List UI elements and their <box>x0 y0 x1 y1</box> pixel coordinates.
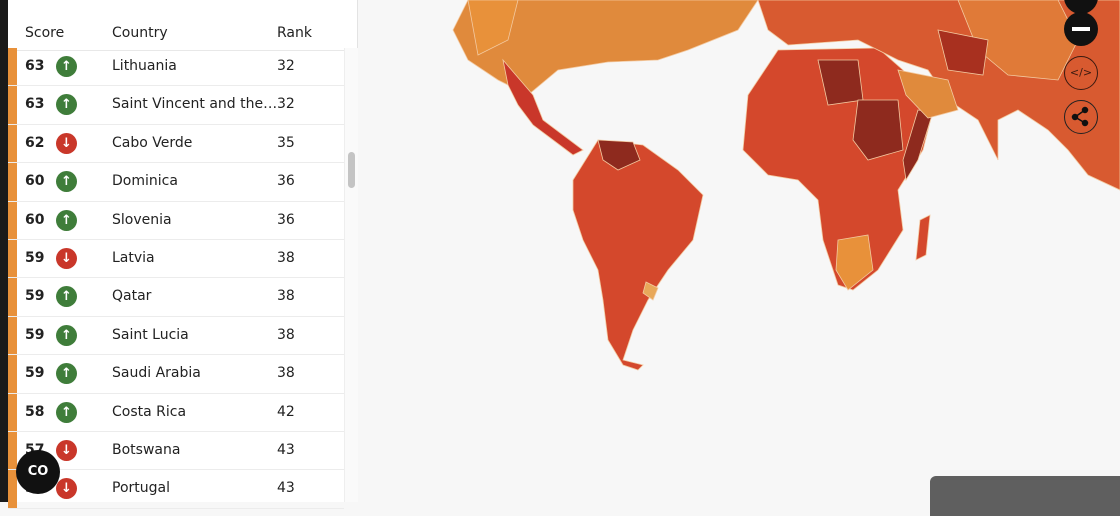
share-button[interactable] <box>1064 100 1098 134</box>
table-row[interactable]: 59 ↑ Saint Lucia 38 <box>8 316 344 356</box>
rank-value: 38 <box>277 249 295 266</box>
score-bar <box>8 48 17 86</box>
trend-down-icon: ↓ <box>56 478 77 500</box>
score-bar <box>8 316 17 355</box>
rank-value: 42 <box>277 403 295 420</box>
score-value: 63 <box>25 96 45 113</box>
zoom-out-button[interactable] <box>1064 12 1098 46</box>
score-bar <box>8 201 17 239</box>
embed-button[interactable]: </> <box>1064 56 1098 90</box>
table-row[interactable]: 62 ↓ Cabo Verde 35 <box>8 124 344 164</box>
table-row[interactable]: 60 ↑ Dominica 36 <box>8 163 344 202</box>
score-bar <box>8 431 17 470</box>
scrollbar-thumb[interactable] <box>348 152 355 188</box>
score-value: 59 <box>25 326 45 343</box>
southern-africa <box>835 234 874 291</box>
score-value: 59 <box>25 288 45 305</box>
country-name: Dominica <box>112 173 178 190</box>
alaska-canada-west <box>467 0 519 56</box>
table-row[interactable]: 58 ↑ Costa Rica 42 <box>8 393 344 432</box>
score-bar <box>8 470 17 508</box>
trend-down-icon: ↓ <box>56 132 77 154</box>
header-country[interactable]: Country <box>112 25 168 41</box>
trend-down-icon: ↓ <box>56 247 77 269</box>
sudan <box>852 99 904 161</box>
score-bar <box>8 393 17 431</box>
score-value: 62 <box>25 134 45 151</box>
table-row[interactable]: 59 ↑ Saudi Arabia 38 <box>8 355 344 394</box>
rank-value: 36 <box>277 211 295 228</box>
share-icon <box>1071 106 1089 127</box>
country-name: Cabo Verde <box>112 134 193 151</box>
code-icon: </> <box>1069 66 1093 79</box>
north-america <box>452 0 759 96</box>
table-body: 63 ↑ Lithuania 32 63 ↑ Saint Vincent and… <box>8 48 344 509</box>
country-name: Botswana <box>112 441 181 458</box>
uruguay <box>642 281 659 301</box>
score-bar <box>8 124 17 163</box>
accessibility-toggle-button[interactable]: CO <box>16 450 60 494</box>
rank-value: 35 <box>277 134 295 151</box>
country-name: Latvia <box>112 249 155 266</box>
zoom-in-button[interactable] <box>1064 0 1098 14</box>
scrollbar[interactable] <box>344 48 358 502</box>
central-america <box>502 58 584 156</box>
header-rank[interactable]: Rank <box>277 25 312 41</box>
table-row[interactable]: 59 ↓ Latvia 38 <box>8 239 344 279</box>
arabian-peninsula <box>897 69 959 119</box>
rank-value: 43 <box>277 480 295 497</box>
notification-panel <box>930 476 1120 516</box>
rank-value: 32 <box>277 96 295 113</box>
score-value: 59 <box>25 249 45 266</box>
table-row[interactable]: 59 ↑ Qatar 38 <box>8 278 344 317</box>
score-bar <box>8 355 17 393</box>
trend-down-icon: ↓ <box>56 439 77 461</box>
trend-up-icon: ↑ <box>56 56 77 77</box>
country-name: Slovenia <box>112 211 172 228</box>
country-name: Saudi Arabia <box>112 365 201 382</box>
country-name: Costa Rica <box>112 403 187 420</box>
country-name: Saint Lucia <box>112 326 189 343</box>
score-value: 60 <box>25 173 45 190</box>
madagascar <box>915 214 931 261</box>
rank-value: 36 <box>277 173 295 190</box>
rank-value: 38 <box>277 326 295 343</box>
world-map[interactable] <box>358 0 1120 502</box>
score-bar <box>8 239 17 278</box>
table-row[interactable]: 60 ↑ Slovenia 36 <box>8 201 344 240</box>
iran-area <box>937 29 989 76</box>
trend-up-icon: ↑ <box>56 324 77 346</box>
country-name: Saint Vincent and the… <box>112 96 278 113</box>
country-name: Qatar <box>112 288 152 305</box>
rank-value: 32 <box>277 58 295 74</box>
minus-icon <box>1072 27 1090 31</box>
ranking-panel: Score Country Rank 63 ↑ Lithuania 32 63 … <box>8 0 358 509</box>
trend-up-icon: ↑ <box>56 94 77 116</box>
score-value: 59 <box>25 365 45 382</box>
score-value: 58 <box>25 403 45 420</box>
table-row[interactable]: 63 ↑ Saint Vincent and the… 32 <box>8 86 344 125</box>
rank-value: 38 <box>277 365 295 382</box>
country-name: Lithuania <box>112 58 177 74</box>
header-score[interactable]: Score <box>25 25 65 41</box>
window-edge <box>0 0 8 502</box>
venezuela <box>597 139 641 171</box>
trend-up-icon: ↑ <box>56 209 77 231</box>
trend-up-icon: ↑ <box>56 401 77 423</box>
table-row[interactable]: 63 ↑ Lithuania 32 <box>8 48 344 87</box>
country-name: Portugal <box>112 480 170 497</box>
trend-up-icon: ↑ <box>56 363 77 385</box>
rank-value: 38 <box>277 288 295 305</box>
south-america <box>572 139 704 371</box>
rank-value: 43 <box>277 441 295 458</box>
score-value: 63 <box>25 58 45 74</box>
score-bar <box>8 163 17 201</box>
trend-up-icon: ↑ <box>56 171 77 193</box>
score-value: 60 <box>25 211 45 228</box>
table-header: Score Country Rank <box>8 0 357 51</box>
trend-up-icon: ↑ <box>56 286 77 308</box>
score-bar <box>8 86 17 124</box>
score-bar <box>8 278 17 316</box>
